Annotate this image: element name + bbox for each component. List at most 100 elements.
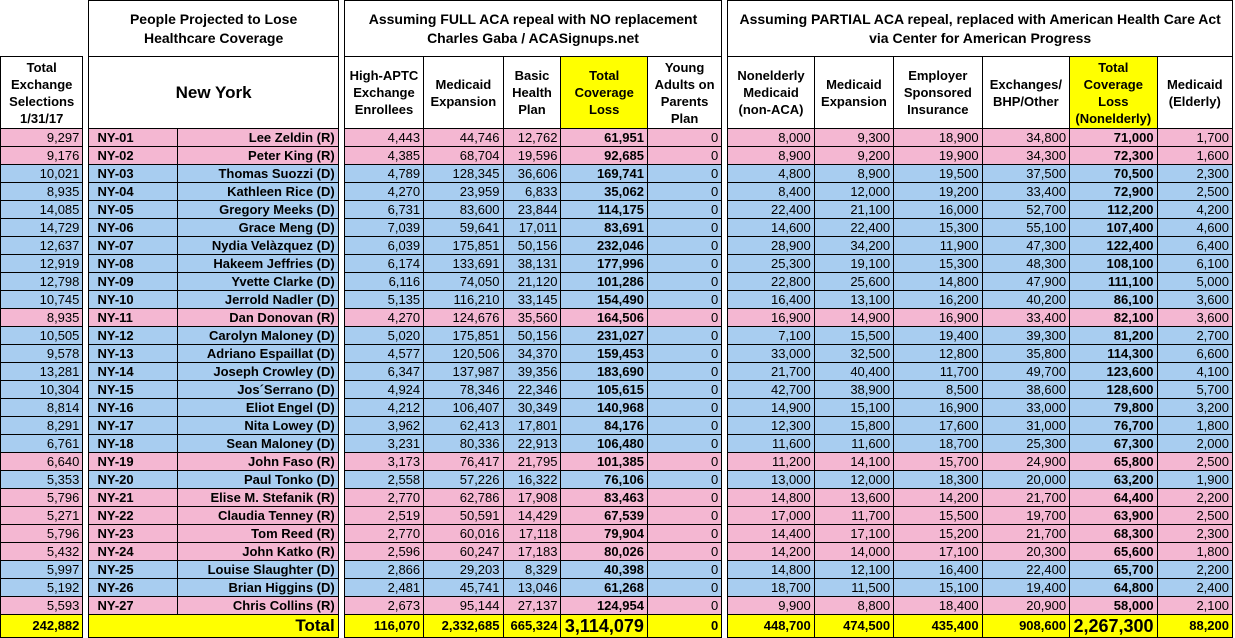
medicaid-expansion-partial-value: 25,600 (813, 272, 895, 291)
col-employer-sponsored: Employer Sponsored Insurance (893, 56, 983, 129)
total-coverage-loss-nonelderly-value: 123,600 (1069, 362, 1158, 381)
exchange-selections: 10,304 (0, 380, 84, 399)
total-basic-health-plan: 665,324 (502, 614, 562, 638)
medicaid-expansion-full-value: 78,346 (423, 380, 504, 399)
table-row: 12,798 NY-09 Yvette Clarke (D) 6,116 74,050 2… (0, 272, 1234, 291)
total-coverage-loss-full-value: 67,539 (560, 506, 648, 525)
medicaid-expansion-partial-value: 8,900 (813, 164, 895, 183)
medicaid-expansion-partial-value: 32,500 (813, 344, 895, 363)
representative-name: Jos´Serrano (D) (176, 380, 339, 399)
exchanges-bhp-other-value: 33,000 (981, 398, 1071, 417)
nonelderly-medicaid-value: 16,400 (727, 290, 815, 309)
exchanges-bhp-other-value: 25,300 (981, 434, 1071, 453)
nonelderly-medicaid-value: 28,900 (727, 236, 815, 255)
total-coverage-loss-nonelderly-value: 122,400 (1069, 236, 1158, 255)
employer-sponsored-value: 14,800 (893, 272, 983, 291)
high-aptc-value: 6,731 (343, 200, 425, 219)
table-row: 5,796 NY-21 Elise M. Stefanik (R) 2,770 62,7… (0, 488, 1234, 507)
high-aptc-value: 4,789 (343, 164, 425, 183)
exchange-selections: 12,919 (0, 254, 84, 273)
employer-sponsored-value: 15,300 (893, 218, 983, 237)
total-coverage-loss-nonelderly-value: 108,100 (1069, 254, 1158, 273)
employer-sponsored-value: 11,700 (893, 362, 983, 381)
employer-sponsored-value: 19,400 (893, 326, 983, 345)
district-id: NY-24 (88, 542, 178, 561)
medicaid-expansion-full-value: 120,506 (423, 344, 504, 363)
district-id: NY-07 (88, 236, 178, 255)
total-medicaid-expansion-partial: 474,500 (813, 614, 895, 638)
exchange-selections: 10,745 (0, 290, 84, 309)
basic-health-plan-value: 23,844 (502, 200, 562, 219)
medicaid-elderly-value: 2,700 (1156, 326, 1234, 345)
high-aptc-value: 4,385 (343, 146, 425, 165)
employer-sponsored-value: 18,900 (893, 128, 983, 147)
col-medicaid-elderly: Medicaid (Elderly) (1156, 56, 1234, 129)
total-coverage-loss-full-value: 106,480 (560, 434, 648, 453)
high-aptc-value: 2,866 (343, 560, 425, 579)
basic-health-plan-value: 17,183 (502, 542, 562, 561)
table-row: 9,176 NY-02 Peter King (R) 4,385 68,704 19,59… (0, 146, 1234, 165)
exchanges-bhp-other-value: 21,700 (981, 488, 1071, 507)
medicaid-expansion-full-value: 57,226 (423, 470, 504, 489)
medicaid-expansion-partial-value: 15,800 (813, 416, 895, 435)
table-row: 5,271 NY-22 Claudia Tenney (R) 2,519 50,591 1… (0, 506, 1234, 525)
district-id: NY-08 (88, 254, 178, 273)
high-aptc-value: 2,770 (343, 524, 425, 543)
basic-health-plan-value: 17,011 (502, 218, 562, 237)
high-aptc-value: 2,481 (343, 578, 425, 597)
nonelderly-medicaid-value: 7,100 (727, 326, 815, 345)
table-row: 10,745 NY-10 Jerrold Nadler (D) 5,135 116,21… (0, 290, 1234, 309)
exchanges-bhp-other-value: 47,300 (981, 236, 1071, 255)
exchange-selections: 5,192 (0, 578, 84, 597)
basic-health-plan-value: 36,606 (502, 164, 562, 183)
total-coverage-loss-nonelderly-value: 79,800 (1069, 398, 1158, 417)
table-row: 10,505 NY-12 Carolyn Maloney (D) 5,020 175,8… (0, 326, 1234, 345)
total-medicaid-elderly: 88,200 (1156, 614, 1234, 638)
representative-name: Nita Lowey (D) (176, 416, 339, 435)
nonelderly-medicaid-value: 4,800 (727, 164, 815, 183)
medicaid-expansion-full-value: 124,676 (423, 308, 504, 327)
exchanges-bhp-other-value: 40,200 (981, 290, 1071, 309)
employer-sponsored-value: 15,100 (893, 578, 983, 597)
total-coverage-loss-full-value: 101,286 (560, 272, 648, 291)
total-coverage-loss-full-value: 40,398 (560, 560, 648, 579)
table-row: 12,637 NY-07 Nydia Velàzquez (D) 6,039 175,8… (0, 236, 1234, 255)
medicaid-elderly-value: 2,000 (1156, 434, 1234, 453)
district-id: NY-15 (88, 380, 178, 399)
total-coverage-loss-nonelderly-value: 63,200 (1069, 470, 1158, 489)
district-id: NY-22 (88, 506, 178, 525)
young-adults-value: 0 (646, 362, 723, 381)
employer-sponsored-value: 19,500 (893, 164, 983, 183)
top-left-blank (0, 0, 83, 57)
medicaid-elderly-value: 2,100 (1156, 596, 1234, 615)
high-aptc-value: 2,596 (343, 542, 425, 561)
total-coverage-loss-nonelderly-value: 112,200 (1069, 200, 1158, 219)
representative-name: Paul Tonko (D) (176, 470, 339, 489)
exchanges-bhp-other-value: 34,300 (981, 146, 1071, 165)
nonelderly-medicaid-value: 18,700 (727, 578, 815, 597)
table-row: 5,796 NY-23 Tom Reed (R) 2,770 60,016 17,118 7… (0, 524, 1234, 543)
medicaid-expansion-partial-value: 14,000 (813, 542, 895, 561)
total-coverage-loss-nonelderly-value: 86,100 (1069, 290, 1158, 309)
total-coverage-loss-full-value: 84,176 (560, 416, 648, 435)
high-aptc-value: 2,673 (343, 596, 425, 615)
high-aptc-value: 4,577 (343, 344, 425, 363)
col-exchanges-bhp-other: Exchanges/ BHP/Other (981, 56, 1071, 129)
medicaid-expansion-partial-value: 34,200 (813, 236, 895, 255)
basic-health-plan-value: 50,156 (502, 236, 562, 255)
exchanges-bhp-other-value: 37,500 (981, 164, 1071, 183)
young-adults-value: 0 (646, 182, 723, 201)
basic-health-plan-value: 22,346 (502, 380, 562, 399)
total-coverage-loss-full-value: 61,268 (560, 578, 648, 597)
nonelderly-medicaid-value: 14,800 (727, 488, 815, 507)
district-id: NY-20 (88, 470, 178, 489)
table-row: 5,593 NY-27 Chris Collins (R) 2,673 95,144 27… (0, 596, 1234, 615)
basic-health-plan-value: 50,156 (502, 326, 562, 345)
nonelderly-medicaid-value: 21,700 (727, 362, 815, 381)
medicaid-elderly-value: 2,500 (1156, 506, 1234, 525)
exchanges-bhp-other-value: 34,800 (981, 128, 1071, 147)
table-row: 6,761 NY-18 Sean Maloney (D) 3,231 80,336 22,… (0, 434, 1234, 453)
representative-name: Thomas Suozzi (D) (176, 164, 339, 183)
representative-name: John Faso (R) (176, 452, 339, 471)
medicaid-expansion-full-value: 95,144 (423, 596, 504, 615)
